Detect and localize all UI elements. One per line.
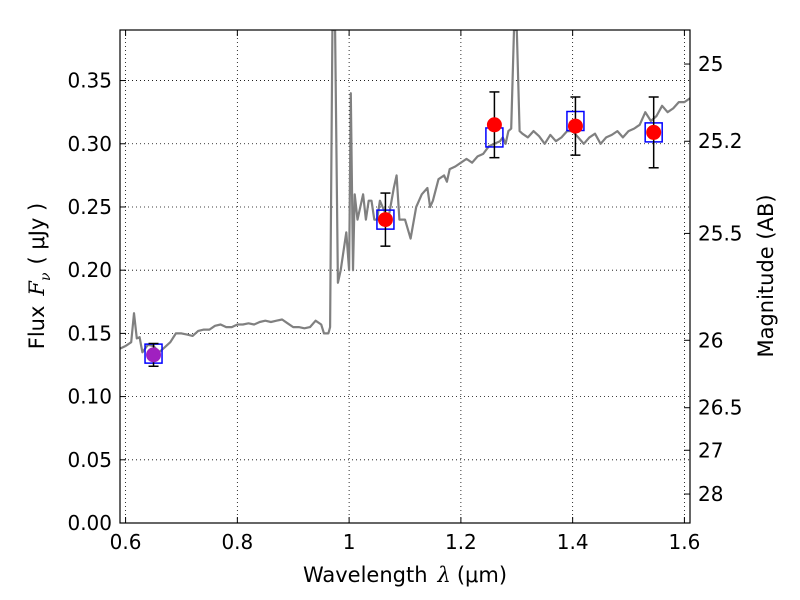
plot-frame: [119, 29, 691, 524]
y-tick-label: 0.15: [67, 321, 112, 345]
x-tick-label: 1.2: [445, 530, 477, 554]
observed-point: [146, 347, 162, 363]
x-tick-label: 1.4: [557, 530, 589, 554]
y-tick-label: 0.00: [67, 511, 112, 535]
observed-point: [486, 117, 502, 133]
y-tick-label: 0.30: [67, 132, 112, 156]
x-tick-label: 1.6: [669, 530, 701, 554]
x-axis-label-unit: (μm): [457, 563, 507, 587]
observed-point: [377, 212, 393, 228]
y2-tick-label: 25: [698, 52, 723, 76]
y-tick-label: 0.10: [67, 385, 112, 409]
y2-tick-label: 28: [698, 482, 723, 506]
y2-tick-label: 26.5: [698, 396, 743, 420]
plot-background: [120, 30, 690, 523]
y2-tick-label: 25.2: [698, 129, 743, 153]
y-tick-label: 0.05: [67, 448, 112, 472]
x-tick-label: 0.8: [221, 530, 253, 554]
observed-point: [567, 118, 583, 134]
x-tick-label: 1: [343, 530, 356, 554]
y2-axis-label: Magnitude (AB): [754, 194, 778, 357]
y2-tick-label: 25.5: [698, 221, 743, 245]
y-tick-label: 0.20: [67, 258, 112, 282]
y2-tick-label: 27: [698, 438, 723, 462]
axis-ticks: 0.6 0.8 1 1.2 1.4 1.6 0.00 0.05 0.10 0.15 0.20 0.25…: [67, 30, 743, 554]
y-tick-label: 0.25: [67, 195, 112, 219]
y-axis-label-prefix: Flux: [25, 306, 49, 350]
observed-point: [646, 124, 662, 140]
y-axis-label: FluxFν( μJy ): [25, 203, 54, 349]
y-tick-label: 0.35: [67, 69, 112, 93]
x-axis-label: Wavelength λ (μm): [303, 563, 507, 587]
y-axis-label-unit: ( μJy ): [25, 203, 49, 265]
x-tick-label: 0.6: [110, 530, 142, 554]
y2-tick-label: 26: [698, 328, 723, 352]
x-axis-label-prefix: Wavelength: [303, 563, 428, 587]
marker-layer: [144, 91, 663, 368]
